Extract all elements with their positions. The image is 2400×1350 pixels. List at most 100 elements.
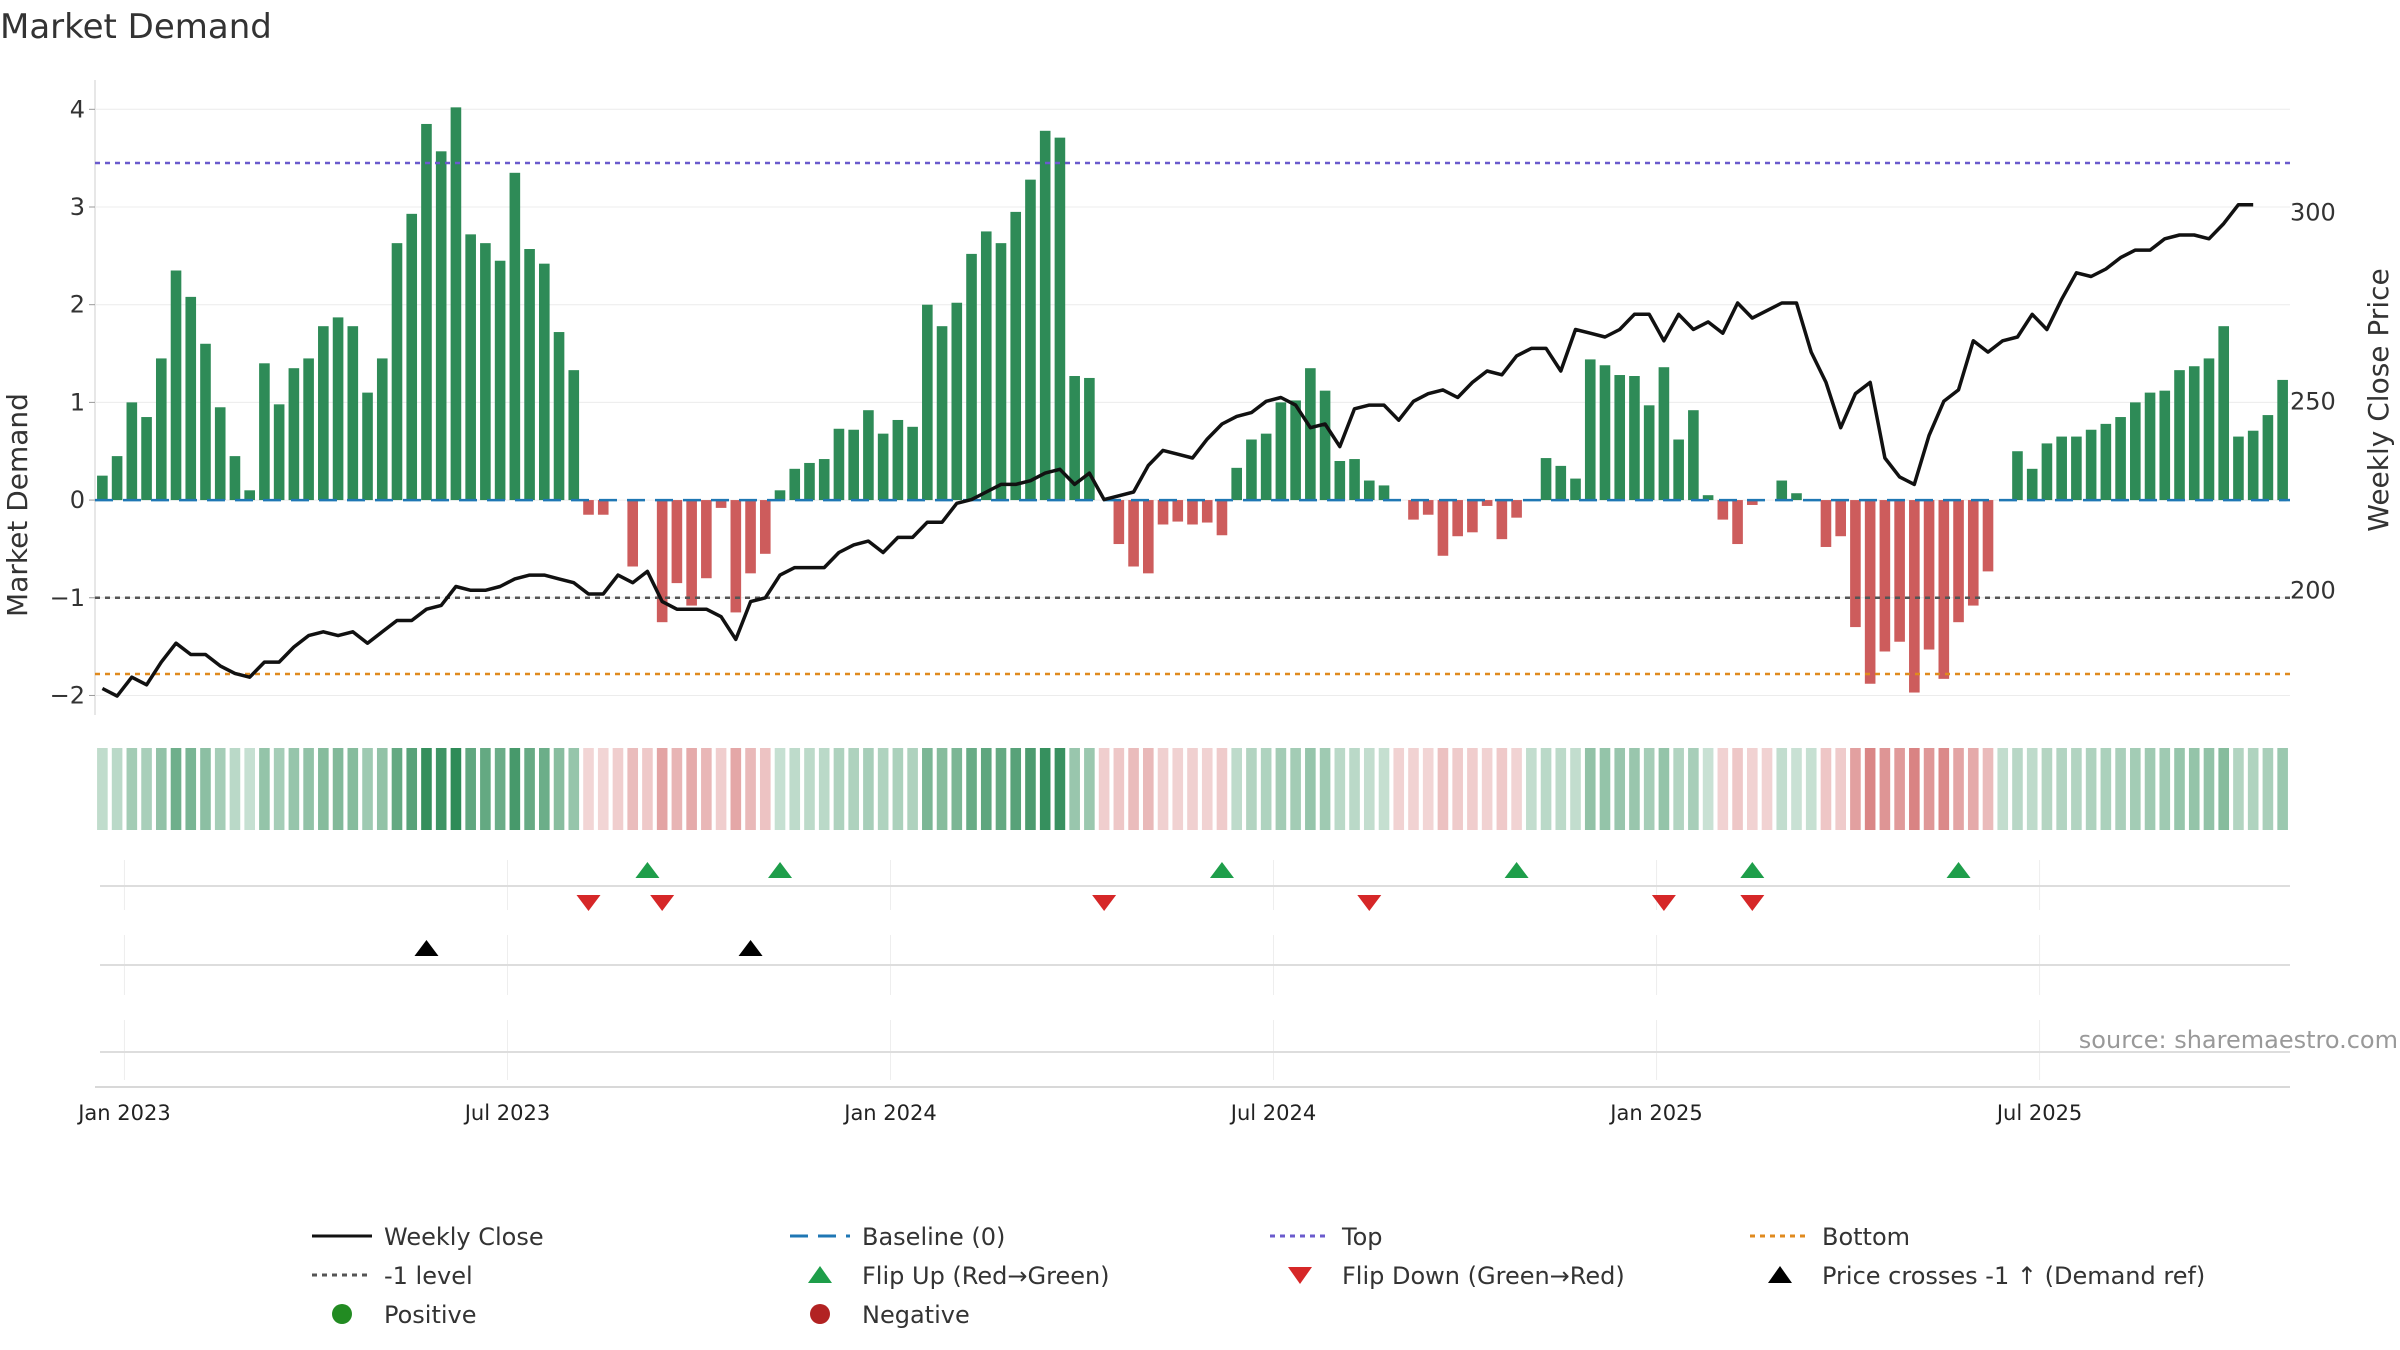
strip-cell bbox=[2144, 748, 2156, 830]
strip-cell bbox=[259, 748, 270, 830]
positive-bar bbox=[111, 456, 123, 501]
x-tick-label: Jul 2024 bbox=[1229, 1101, 1316, 1125]
strip-cell bbox=[1437, 748, 1449, 830]
strip-cell bbox=[774, 748, 786, 830]
positive-bar bbox=[259, 363, 270, 501]
positive-bar bbox=[244, 490, 255, 501]
negative-bar bbox=[1216, 500, 1228, 536]
strip-cell bbox=[2233, 748, 2244, 830]
x-tick-label: Jan 2024 bbox=[842, 1101, 937, 1125]
strip-cell bbox=[1614, 748, 1626, 830]
negative-bar bbox=[1967, 500, 1979, 606]
strip-cell bbox=[1526, 748, 1537, 830]
strip-cell bbox=[730, 748, 742, 830]
strip-cell bbox=[1982, 748, 1994, 830]
y2-tick-label: 300 bbox=[2290, 198, 2336, 226]
positive-bar bbox=[391, 243, 403, 501]
legend-negative: Negative bbox=[862, 1301, 970, 1329]
negative-bar bbox=[583, 500, 594, 515]
strip-cell bbox=[1776, 748, 1788, 830]
strip-cell bbox=[1378, 748, 1390, 830]
y2-tick-label: 200 bbox=[2290, 576, 2336, 604]
flip-up-marker bbox=[635, 862, 660, 878]
positive-bar bbox=[951, 302, 963, 501]
negative-bar bbox=[1496, 500, 1508, 540]
positive-bar bbox=[789, 468, 801, 501]
strip-cell bbox=[1540, 748, 1552, 830]
negative-bar bbox=[1157, 500, 1169, 525]
legend-flip-up-swatch bbox=[808, 1266, 832, 1283]
strip-cell bbox=[97, 748, 108, 830]
positive-bar bbox=[2012, 451, 2023, 501]
negative-bar bbox=[1894, 500, 1905, 642]
strip-cell bbox=[1673, 748, 1684, 830]
strip-cell bbox=[686, 748, 697, 830]
positive-bar bbox=[524, 249, 535, 501]
strip-cell bbox=[951, 748, 963, 830]
strip-cell bbox=[1496, 748, 1508, 830]
strip-cell bbox=[1511, 748, 1522, 830]
strip-cell bbox=[1879, 748, 1891, 830]
positive-bar bbox=[303, 358, 314, 501]
negative-bar bbox=[1113, 500, 1125, 545]
strip-cell bbox=[1422, 748, 1434, 830]
positive-bar bbox=[480, 243, 491, 501]
strip-cell bbox=[936, 748, 948, 830]
strip-cell bbox=[1216, 748, 1228, 830]
strip-cell bbox=[2277, 748, 2288, 830]
flip-up-marker bbox=[1504, 862, 1529, 878]
strip-cell bbox=[450, 748, 462, 830]
positive-bar bbox=[200, 343, 211, 501]
demand-bars bbox=[97, 107, 2288, 693]
strip-cell bbox=[1481, 748, 1493, 830]
strip-cell bbox=[597, 748, 609, 830]
strip-cell bbox=[1452, 748, 1463, 830]
negative-bar bbox=[745, 500, 756, 574]
positive-bar bbox=[450, 107, 462, 501]
strip-cell bbox=[715, 748, 727, 830]
strip-cell bbox=[1702, 748, 1714, 830]
strip-cell bbox=[892, 748, 904, 830]
positive-bar bbox=[833, 428, 845, 501]
strip-cell bbox=[1260, 748, 1272, 830]
strip-cell bbox=[922, 748, 933, 830]
negative-bar bbox=[715, 500, 727, 508]
positive-bar bbox=[2188, 366, 2200, 501]
legend-top: Top bbox=[1341, 1223, 1383, 1251]
strip-cell bbox=[1909, 748, 1920, 830]
positive-bar bbox=[347, 326, 359, 501]
strip-cell bbox=[1923, 748, 1935, 830]
strip-cell bbox=[2071, 748, 2082, 830]
y-tick-label: 2 bbox=[70, 291, 85, 319]
positive-bar bbox=[1363, 480, 1375, 501]
flip-up-marker bbox=[1740, 862, 1765, 878]
y-tick-label: −1 bbox=[50, 584, 85, 612]
positive-bar bbox=[2130, 402, 2141, 501]
negative-bar bbox=[1128, 500, 1139, 567]
negative-bar bbox=[1452, 500, 1463, 537]
positive-bar bbox=[1319, 390, 1331, 501]
strip-cell bbox=[2130, 748, 2141, 830]
y-tick-label: −2 bbox=[50, 681, 85, 709]
flip-down-marker bbox=[1740, 895, 1765, 911]
strip-cell bbox=[1835, 748, 1846, 830]
strip-cell bbox=[421, 748, 432, 830]
positive-bar bbox=[539, 263, 550, 501]
strip-cell bbox=[907, 748, 918, 830]
legend-flip-down-swatch bbox=[1288, 1267, 1312, 1284]
strip-cell bbox=[2159, 748, 2171, 830]
strip-cell bbox=[1938, 748, 1950, 830]
positive-bar bbox=[1702, 495, 1714, 501]
strip-cell bbox=[1717, 748, 1729, 830]
strip-cell bbox=[273, 748, 285, 830]
positive-bar bbox=[2262, 415, 2274, 501]
flip-up-marker bbox=[768, 862, 793, 878]
negative-bar bbox=[1953, 500, 1964, 623]
strip-cell bbox=[406, 748, 418, 830]
positive-bar bbox=[966, 253, 977, 501]
strip-cell bbox=[804, 748, 815, 830]
strip-cell bbox=[244, 748, 255, 830]
legend-weekly-close: Weekly Close bbox=[384, 1223, 544, 1251]
positive-bar bbox=[288, 368, 300, 501]
